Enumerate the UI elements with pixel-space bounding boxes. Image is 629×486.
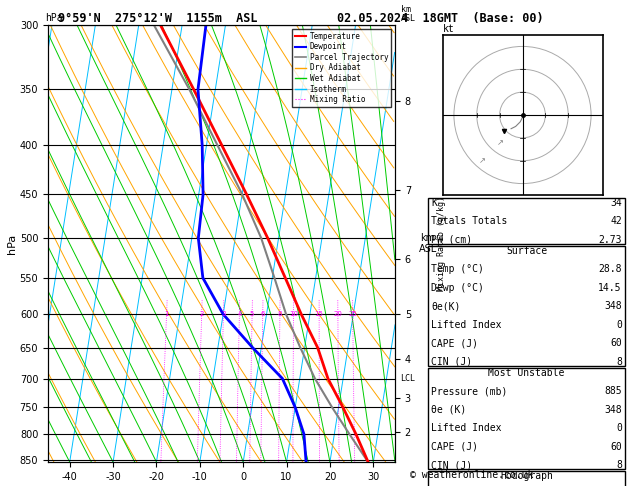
Text: hPa: hPa	[45, 13, 62, 22]
Text: 34: 34	[610, 198, 622, 208]
Text: $\nearrow$: $\nearrow$	[495, 138, 504, 147]
Text: 14.5: 14.5	[598, 283, 622, 293]
Text: Totals Totals: Totals Totals	[431, 216, 508, 226]
Text: CAPE (J): CAPE (J)	[431, 442, 478, 452]
Text: θe(K): θe(K)	[431, 301, 460, 312]
Text: 28.8: 28.8	[598, 264, 622, 275]
Text: 10: 10	[289, 311, 298, 317]
Text: Hodograph: Hodograph	[500, 471, 553, 481]
Text: Most Unstable: Most Unstable	[488, 368, 565, 378]
Text: 0: 0	[616, 320, 622, 330]
Text: 4: 4	[237, 311, 242, 317]
Text: 8: 8	[616, 357, 622, 367]
Text: 0: 0	[616, 423, 622, 434]
Text: 15: 15	[314, 311, 323, 317]
Text: 60: 60	[610, 442, 622, 452]
Text: 8: 8	[616, 460, 622, 470]
Text: 885: 885	[604, 386, 622, 397]
Text: 02.05.2024  18GMT  (Base: 00): 02.05.2024 18GMT (Base: 00)	[337, 12, 543, 25]
Y-axis label: km
ASL: km ASL	[418, 233, 437, 254]
Text: 5: 5	[250, 311, 254, 317]
Text: 8: 8	[277, 311, 282, 317]
Text: 42: 42	[610, 216, 622, 226]
Text: 1: 1	[164, 311, 169, 317]
Text: $\nearrow$: $\nearrow$	[477, 156, 486, 165]
Y-axis label: hPa: hPa	[7, 233, 17, 254]
Text: Pressure (mb): Pressure (mb)	[431, 386, 508, 397]
Text: Surface: Surface	[506, 246, 547, 256]
Text: CAPE (J): CAPE (J)	[431, 338, 478, 348]
Text: 60: 60	[610, 338, 622, 348]
Text: kt: kt	[442, 24, 454, 34]
Text: 348: 348	[604, 405, 622, 415]
Text: PW (cm): PW (cm)	[431, 235, 472, 245]
Text: 2.73: 2.73	[598, 235, 622, 245]
Text: 348: 348	[604, 301, 622, 312]
Text: Dewp (°C): Dewp (°C)	[431, 283, 484, 293]
Text: © weatheronline.co.uk: © weatheronline.co.uk	[410, 470, 533, 480]
Text: Lifted Index: Lifted Index	[431, 423, 502, 434]
Text: Temp (°C): Temp (°C)	[431, 264, 484, 275]
Text: CIN (J): CIN (J)	[431, 460, 472, 470]
Legend: Temperature, Dewpoint, Parcel Trajectory, Dry Adiabat, Wet Adiabat, Isotherm, Mi: Temperature, Dewpoint, Parcel Trajectory…	[292, 29, 391, 107]
Text: 3: 3	[221, 311, 226, 317]
Text: 9°59'N  275°12'W  1155m  ASL: 9°59'N 275°12'W 1155m ASL	[57, 12, 257, 25]
Text: 6: 6	[260, 311, 265, 317]
Text: km
ASL: km ASL	[401, 4, 416, 22]
Text: 20: 20	[333, 311, 342, 317]
Text: 25: 25	[348, 311, 357, 317]
Text: K: K	[431, 198, 437, 208]
Text: Mixing Ratio (g/kg): Mixing Ratio (g/kg)	[437, 196, 445, 291]
Text: Lifted Index: Lifted Index	[431, 320, 502, 330]
Text: LCL: LCL	[401, 374, 416, 383]
Text: CIN (J): CIN (J)	[431, 357, 472, 367]
Text: θe (K): θe (K)	[431, 405, 466, 415]
Text: 2: 2	[199, 311, 204, 317]
